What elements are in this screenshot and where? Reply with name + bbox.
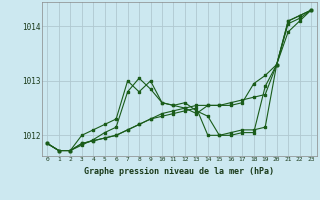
X-axis label: Graphe pression niveau de la mer (hPa): Graphe pression niveau de la mer (hPa) — [84, 167, 274, 176]
